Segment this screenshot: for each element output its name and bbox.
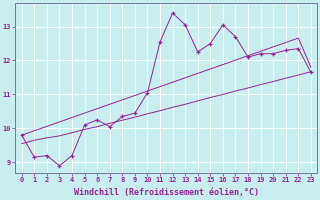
X-axis label: Windchill (Refroidissement éolien,°C): Windchill (Refroidissement éolien,°C) [74, 188, 259, 197]
